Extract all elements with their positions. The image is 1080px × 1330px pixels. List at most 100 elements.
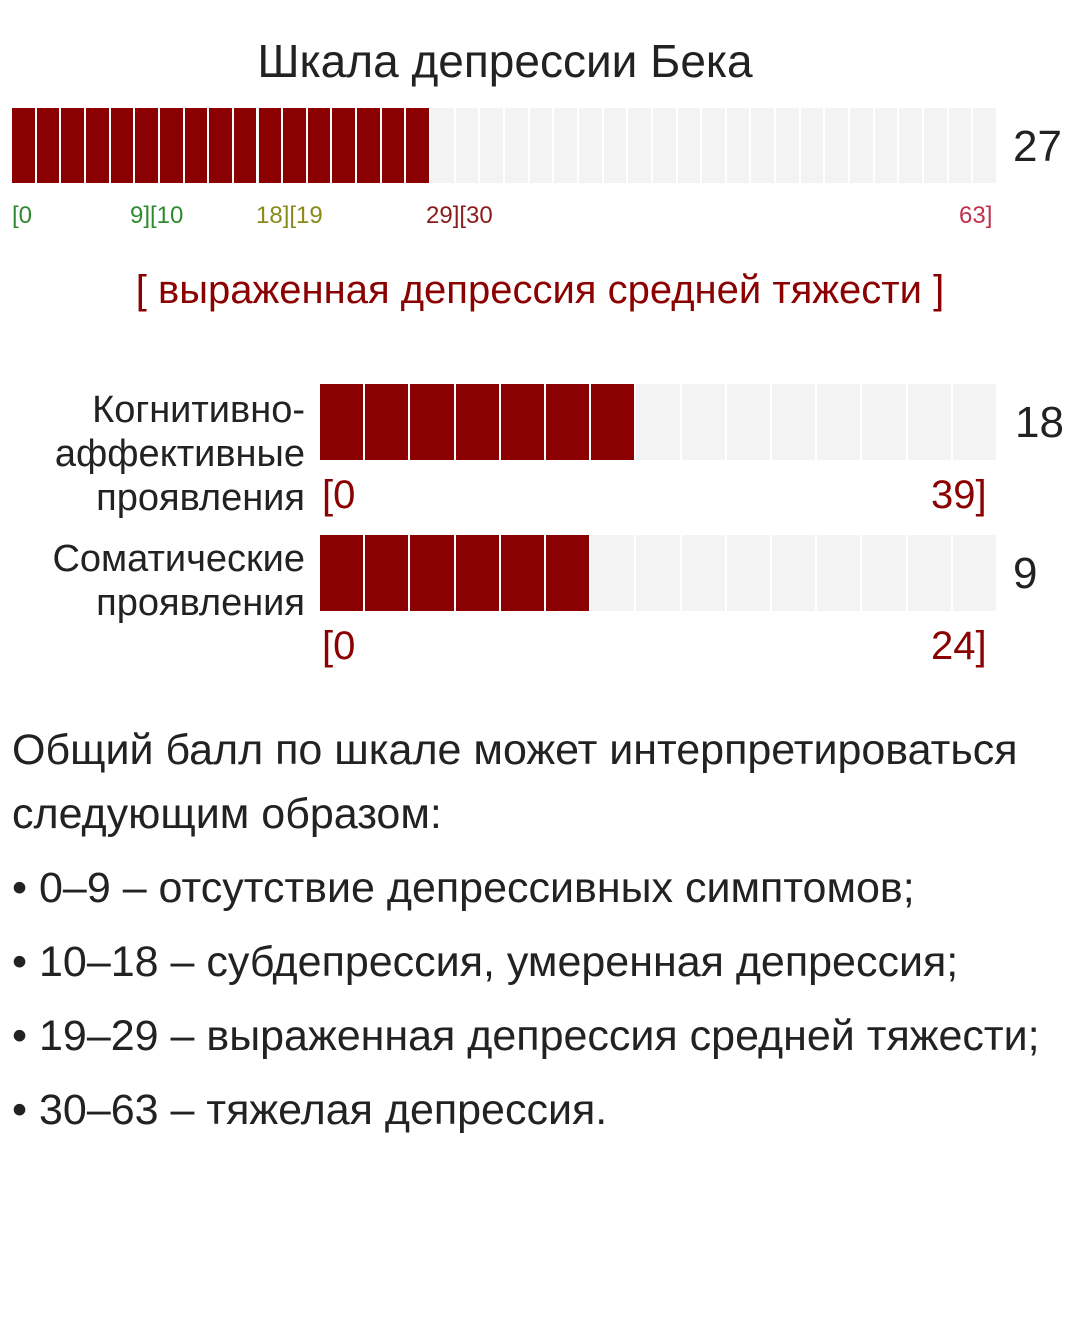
cognitive-label-line-2: аффективные bbox=[54, 433, 305, 475]
somatic-range-start: [0 bbox=[322, 624, 356, 668]
interpretation-text: Общий балл по шкале может интерпретирова… bbox=[12, 718, 1072, 1152]
cognitive-range-end: 39] bbox=[931, 473, 987, 517]
bar-segment-empty bbox=[772, 384, 818, 460]
bar-segment-empty bbox=[579, 108, 604, 183]
bar-segment-filled bbox=[307, 108, 333, 183]
bar-segment-filled bbox=[410, 384, 456, 460]
tick-29-30: 29][30 bbox=[426, 202, 493, 229]
main-score-value: 27 bbox=[1013, 122, 1062, 171]
tick-9-10: 9][10 bbox=[130, 202, 184, 229]
bar-segment-filled bbox=[406, 108, 432, 183]
main-score-bar bbox=[12, 108, 998, 183]
cognitive-affective-score: 18 bbox=[1015, 398, 1064, 447]
bar-segment-empty bbox=[772, 535, 818, 611]
bar-segment-filled bbox=[357, 108, 382, 183]
bar-segment-empty bbox=[801, 108, 826, 183]
bar-segment-empty bbox=[973, 108, 998, 183]
bar-segment-filled bbox=[85, 108, 111, 183]
bar-segment-filled bbox=[36, 108, 62, 183]
bar-segment-empty bbox=[636, 384, 682, 460]
bar-segment-empty bbox=[530, 108, 555, 183]
cognitive-label-line-1: Когнитивно- bbox=[92, 389, 305, 431]
bar-segment-filled bbox=[455, 535, 501, 611]
interpretation-item: • 30–63 – тяжелая депрессия. bbox=[12, 1086, 608, 1134]
somatic-label: Соматические проявления bbox=[0, 537, 305, 625]
tick-18-19: 18][19 bbox=[256, 202, 323, 229]
bar-segment-empty bbox=[505, 108, 530, 183]
bar-segment-empty bbox=[875, 108, 900, 183]
bar-segment-empty bbox=[776, 108, 801, 183]
bar-segment-filled bbox=[184, 108, 210, 183]
bar-segment-empty bbox=[456, 108, 481, 183]
bar-segment-empty bbox=[817, 535, 863, 611]
bar-segment-empty bbox=[953, 384, 998, 460]
bar-segment-empty bbox=[682, 535, 727, 611]
bar-segment-empty bbox=[604, 108, 629, 183]
bar-segment-empty bbox=[702, 108, 727, 183]
bar-segment-empty bbox=[862, 535, 908, 611]
bar-segment-empty bbox=[431, 108, 456, 183]
bar-segment-filled bbox=[546, 535, 592, 611]
bar-segment-filled bbox=[381, 108, 407, 183]
somatic-label-line-1: Соматические bbox=[52, 538, 305, 580]
bar-segment-empty bbox=[862, 384, 908, 460]
somatic-score: 9 bbox=[1013, 549, 1038, 598]
bar-segment-filled bbox=[258, 108, 284, 183]
somatic-label-line-2: проявления bbox=[96, 582, 305, 624]
bar-segment-filled bbox=[233, 108, 259, 183]
bar-segment-filled bbox=[500, 535, 546, 611]
scale-title: Шкала депрессии Бека bbox=[257, 35, 753, 87]
bar-segment-empty bbox=[953, 535, 998, 611]
bar-segment-filled bbox=[135, 108, 160, 183]
interpretation-item: • 10–18 – субдепрессия, умеренная депрес… bbox=[12, 938, 959, 986]
bar-segment-empty bbox=[924, 108, 949, 183]
result-text: [ выраженная депрессия средней тяжести ] bbox=[135, 268, 945, 312]
interpretation-intro: Общий балл по шкале может интерпретирова… bbox=[12, 726, 1018, 838]
cognitive-affective-label: Когнитивно- аффективные проявления bbox=[0, 388, 305, 520]
bar-segment-filled bbox=[410, 535, 456, 611]
cognitive-label-line-3: проявления bbox=[96, 477, 305, 519]
bar-segment-empty bbox=[850, 108, 875, 183]
cognitive-affective-bar bbox=[320, 384, 998, 460]
bar-segment-filled bbox=[591, 384, 637, 460]
bar-segment-filled bbox=[12, 108, 37, 183]
bar-segment-empty bbox=[727, 108, 752, 183]
bar-segment-empty bbox=[678, 108, 703, 183]
bar-segment-filled bbox=[546, 384, 592, 460]
interpretation-item: • 19–29 – выраженная депрессия средней т… bbox=[12, 1012, 1040, 1060]
bar-segment-empty bbox=[949, 108, 974, 183]
bar-segment-empty bbox=[554, 108, 579, 183]
bar-segment-empty bbox=[636, 535, 682, 611]
bar-segment-empty bbox=[899, 108, 925, 183]
tick-0: [0 bbox=[12, 202, 33, 229]
bar-segment-empty bbox=[653, 108, 678, 183]
bar-segment-filled bbox=[283, 108, 308, 183]
bar-segment-filled bbox=[110, 108, 136, 183]
interpretation-item: • 0–9 – отсутствие депрессивных симптомо… bbox=[12, 864, 915, 912]
bar-segment-empty bbox=[682, 384, 727, 460]
bar-segment-empty bbox=[908, 535, 953, 611]
bar-segment-filled bbox=[320, 535, 366, 611]
cognitive-range-start: [0 bbox=[322, 473, 356, 517]
bar-segment-empty bbox=[628, 108, 653, 183]
bar-segment-empty bbox=[727, 384, 772, 460]
bar-segment-filled bbox=[500, 384, 546, 460]
bar-segment-empty bbox=[727, 535, 772, 611]
bar-segment-filled bbox=[365, 535, 411, 611]
bar-segment-filled bbox=[332, 108, 358, 183]
bar-segment-filled bbox=[320, 384, 366, 460]
bar-segment-empty bbox=[825, 108, 851, 183]
somatic-bar bbox=[320, 535, 998, 611]
somatic-range-end: 24] bbox=[931, 624, 987, 668]
bar-segment-empty bbox=[817, 384, 863, 460]
bar-segment-empty bbox=[908, 384, 953, 460]
bar-segment-filled bbox=[455, 384, 501, 460]
bar-segment-filled bbox=[159, 108, 185, 183]
tick-63: 63] bbox=[959, 202, 993, 229]
bar-segment-filled bbox=[209, 108, 234, 183]
bar-segment-empty bbox=[752, 108, 777, 183]
bar-segment-filled bbox=[365, 384, 411, 460]
bar-segment-empty bbox=[480, 108, 505, 183]
bar-segment-filled bbox=[61, 108, 86, 183]
bar-segment-empty bbox=[591, 535, 637, 611]
